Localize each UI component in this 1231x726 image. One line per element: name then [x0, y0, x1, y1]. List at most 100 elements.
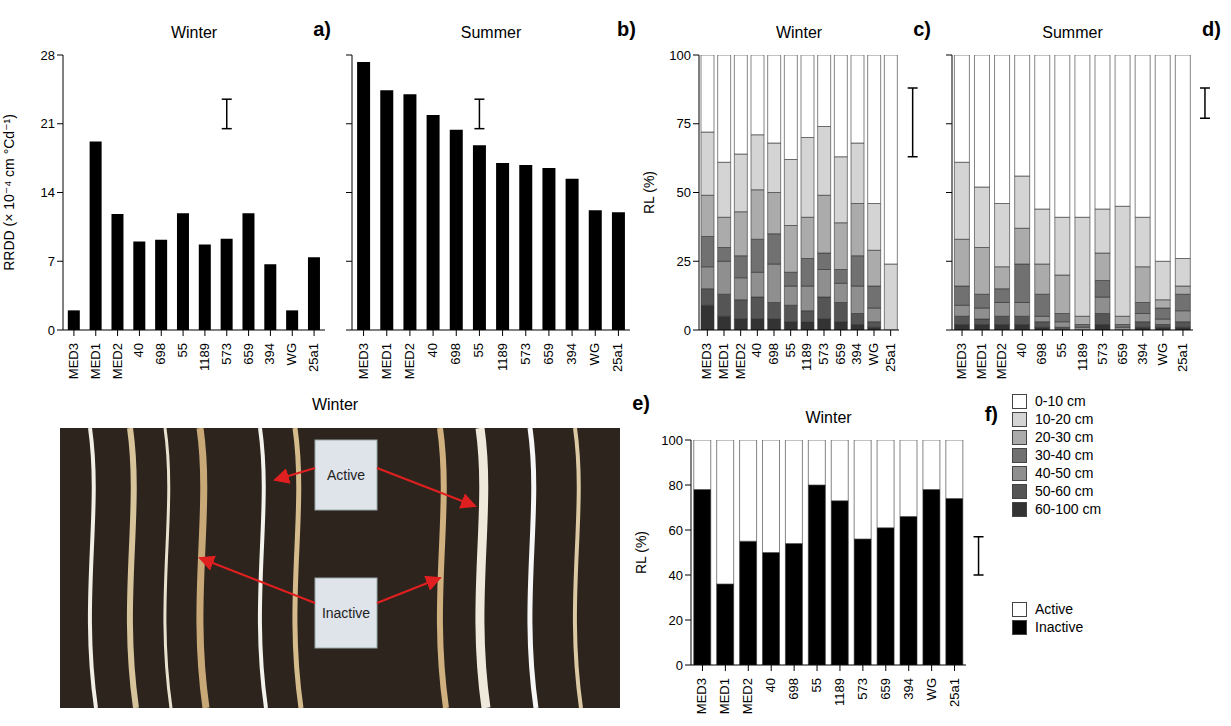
html-text:c): c) [913, 18, 931, 40]
svg-text:100: 100 [661, 433, 683, 448]
svg-text:573: 573 [1095, 343, 1110, 365]
html-text:Active: Active [1035, 601, 1074, 617]
svg-text:55: 55 [783, 343, 798, 357]
svg-text:MED2: MED2 [733, 343, 748, 379]
svg-text:RL (%): RL (%) [633, 531, 649, 574]
svg-text:573: 573 [855, 678, 870, 700]
svg-text:40: 40 [1014, 343, 1029, 357]
svg-text:25a1: 25a1 [1175, 343, 1190, 372]
svg-text:MED2: MED2 [402, 343, 417, 379]
svg-text:100: 100 [669, 48, 691, 63]
svg-text:MED2: MED2 [994, 343, 1009, 379]
svg-text:MED1: MED1 [974, 343, 989, 379]
svg-text:0: 0 [684, 323, 691, 338]
svg-text:1189: 1189 [197, 343, 212, 371]
svg-text:21: 21 [41, 116, 55, 131]
svg-text:MED3: MED3 [356, 343, 371, 379]
html-text:50-60 cm: 50-60 cm [1035, 483, 1094, 499]
svg-text:MED3: MED3 [699, 343, 714, 379]
svg-text:1189: 1189 [799, 343, 814, 371]
svg-text:394: 394 [564, 343, 579, 365]
html-text:Winter: Winter [775, 24, 823, 41]
svg-text:MED3: MED3 [694, 678, 709, 714]
svg-text:394: 394 [901, 678, 916, 700]
svg-text:40: 40 [425, 343, 440, 357]
svg-text:WG: WG [924, 678, 939, 700]
svg-text:1189: 1189 [832, 678, 847, 706]
svg-text:MED1: MED1 [717, 678, 732, 714]
html-text:Winter: Winter [805, 409, 852, 426]
svg-text:394: 394 [262, 343, 277, 365]
svg-text:80: 80 [669, 478, 683, 493]
svg-text:698: 698 [153, 343, 168, 365]
svg-text:25a1: 25a1 [947, 678, 962, 707]
svg-text:MED1: MED1 [716, 343, 731, 379]
svg-text:0: 0 [48, 323, 55, 338]
svg-text:Inactive: Inactive [322, 605, 370, 621]
svg-text:698: 698 [448, 343, 463, 365]
svg-text:MED3: MED3 [66, 343, 81, 379]
svg-text:1189: 1189 [1075, 343, 1090, 371]
html-text:Summer: Summer [1042, 24, 1103, 41]
html-text:a): a) [313, 18, 331, 40]
svg-text:MED1: MED1 [379, 343, 394, 379]
svg-text:659: 659 [241, 343, 256, 365]
svg-text:55: 55 [809, 678, 824, 692]
svg-text:394: 394 [1135, 343, 1150, 365]
svg-text:0: 0 [676, 658, 683, 673]
svg-text:25: 25 [677, 254, 691, 269]
svg-text:MED1: MED1 [88, 343, 103, 379]
svg-text:394: 394 [849, 343, 864, 365]
svg-text:659: 659 [1115, 343, 1130, 365]
svg-text:573: 573 [816, 343, 831, 365]
html-text:0-10 cm: 0-10 cm [1035, 393, 1086, 409]
svg-text:698: 698 [766, 343, 781, 365]
svg-text:25a1: 25a1 [610, 343, 625, 372]
html-text:20-30 cm: 20-30 cm [1035, 429, 1094, 445]
html-text:60-100 cm: 60-100 cm [1035, 501, 1102, 517]
html-text:10-20 cm: 10-20 cm [1035, 411, 1094, 427]
svg-text:659: 659 [833, 343, 848, 365]
svg-text:40: 40 [749, 343, 764, 357]
svg-text:573: 573 [219, 343, 234, 365]
svg-text:WG: WG [1155, 343, 1170, 365]
svg-text:MED2: MED2 [740, 678, 755, 714]
svg-text:Active: Active [327, 467, 365, 483]
svg-text:50: 50 [677, 185, 691, 200]
svg-text:75: 75 [677, 116, 691, 131]
svg-text:55: 55 [175, 343, 190, 357]
html-text:30-40 cm: 30-40 cm [1035, 447, 1094, 463]
svg-text:WG: WG [866, 343, 881, 365]
svg-text:659: 659 [878, 678, 893, 700]
svg-text:25a1: 25a1 [306, 343, 321, 372]
svg-text:RL (%): RL (%) [641, 171, 657, 214]
html-text:40-50 cm: 40-50 cm [1035, 465, 1094, 481]
svg-text:WG: WG [284, 343, 299, 365]
svg-text:RRDD (× 10⁻⁴ cm °Cd⁻¹): RRDD (× 10⁻⁴ cm °Cd⁻¹) [1, 114, 17, 271]
svg-text:28: 28 [41, 48, 55, 63]
svg-text:698: 698 [786, 678, 801, 700]
svg-text:698: 698 [1034, 343, 1049, 365]
svg-text:25a1: 25a1 [883, 343, 898, 372]
html-text:Winter: Winter [170, 24, 218, 41]
svg-text:MED3: MED3 [954, 343, 969, 379]
svg-text:20: 20 [669, 613, 683, 628]
html-text:d): d) [1202, 18, 1221, 40]
html-text:b): b) [617, 18, 636, 40]
html-text:e): e) [632, 392, 650, 414]
svg-text:14: 14 [41, 185, 55, 200]
svg-text:WG: WG [587, 343, 602, 365]
svg-text:MED2: MED2 [110, 343, 125, 379]
html-text:Winter: Winter [311, 396, 359, 413]
svg-text:40: 40 [669, 568, 683, 583]
svg-text:1189: 1189 [495, 343, 510, 371]
svg-text:55: 55 [471, 343, 486, 357]
svg-text:7: 7 [48, 254, 55, 269]
svg-text:573: 573 [518, 343, 533, 365]
svg-text:60: 60 [669, 523, 683, 538]
svg-text:40: 40 [763, 678, 778, 692]
svg-text:55: 55 [1054, 343, 1069, 357]
svg-text:40: 40 [131, 343, 146, 357]
html-text:Summer: Summer [460, 24, 522, 41]
svg-text:659: 659 [541, 343, 556, 365]
